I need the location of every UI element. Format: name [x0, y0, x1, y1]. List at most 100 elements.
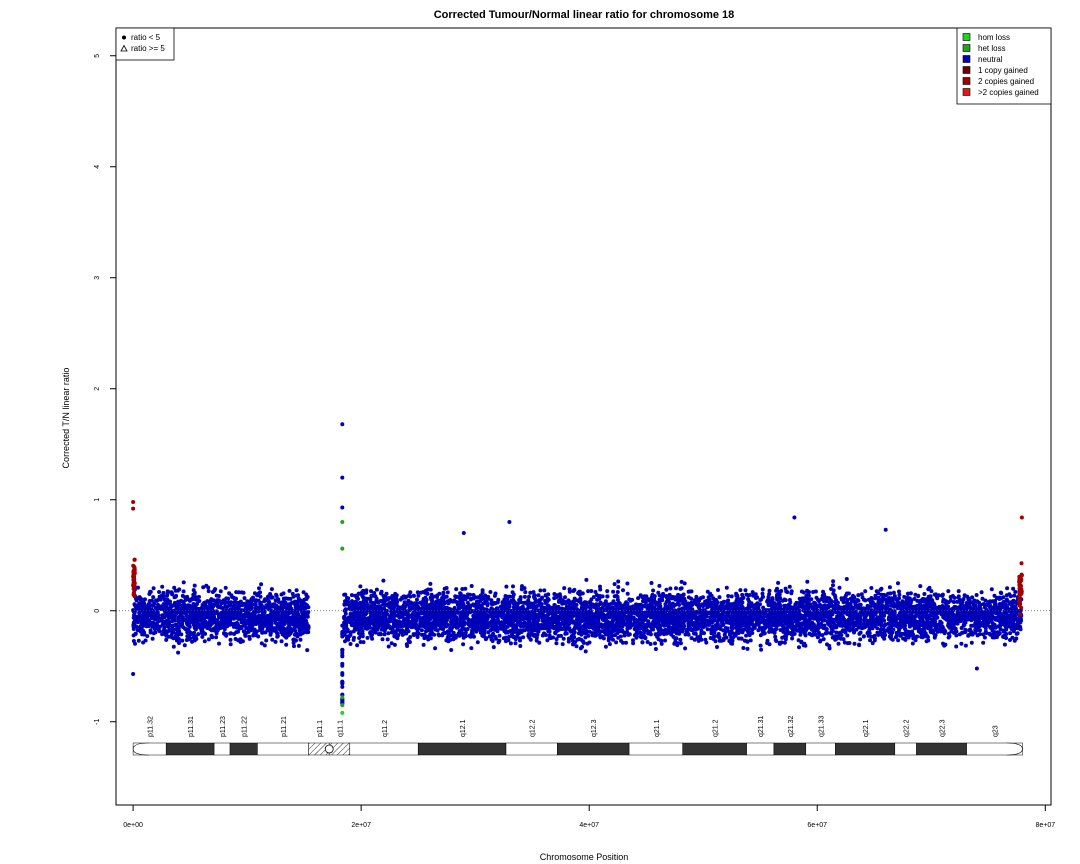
- data-point: [869, 586, 874, 590]
- data-point: [631, 638, 635, 643]
- data-point: [151, 631, 156, 636]
- data-point: [689, 636, 694, 641]
- data-point: [776, 580, 781, 585]
- data-point: [726, 594, 731, 598]
- data-point: [212, 615, 217, 620]
- data-point: [264, 638, 269, 643]
- data-point: [234, 600, 238, 605]
- data-point: [276, 597, 281, 602]
- data-point: [616, 585, 621, 589]
- data-point: [614, 640, 619, 645]
- data-point: [246, 615, 251, 620]
- data-point: [192, 583, 197, 588]
- data-point: [253, 602, 258, 607]
- data-point: [416, 593, 421, 598]
- data-point: [152, 627, 157, 632]
- data-point: [244, 626, 249, 631]
- data-point: [207, 625, 212, 630]
- data-point: [273, 611, 278, 616]
- data-point: [233, 610, 238, 615]
- data-point: [454, 587, 459, 592]
- data-point: [141, 599, 146, 604]
- data-point: [284, 605, 289, 610]
- data-point: [187, 597, 192, 602]
- data-point: [139, 616, 144, 621]
- data-point: [200, 629, 205, 633]
- data-point: [657, 583, 662, 588]
- data-point: [441, 627, 445, 632]
- data-point: [293, 612, 298, 617]
- data-point: [210, 590, 215, 594]
- data-point: [216, 604, 220, 609]
- data-point: [214, 635, 219, 640]
- data-point: [173, 602, 178, 607]
- data-point: [419, 590, 424, 595]
- data-point: [165, 591, 170, 596]
- data-point: [954, 644, 959, 649]
- data-point: [298, 637, 303, 642]
- data-point: [782, 640, 787, 645]
- data-point: [182, 643, 187, 648]
- data-point: [852, 630, 856, 635]
- data-point: [150, 636, 155, 641]
- data-point: [145, 618, 150, 623]
- data-point: [180, 593, 185, 598]
- data-point: [258, 600, 263, 605]
- data-point: [241, 590, 246, 595]
- data-point: [262, 605, 267, 610]
- data-point: [141, 605, 146, 610]
- data-point: [738, 588, 743, 593]
- data-point: [169, 629, 174, 633]
- data-point: [603, 599, 608, 604]
- data-point: [241, 617, 246, 622]
- data-point: [729, 629, 734, 634]
- data-point: [276, 621, 281, 626]
- data-point: [753, 596, 758, 600]
- data-point: [292, 644, 296, 649]
- data-point: [787, 584, 792, 589]
- data-point: [280, 616, 285, 621]
- data-point: [580, 644, 585, 649]
- data-point: [206, 585, 211, 590]
- data-point: [153, 623, 158, 628]
- data-point: [159, 593, 164, 598]
- data-point: [615, 590, 620, 594]
- data-point: [171, 644, 176, 649]
- data-point: [177, 629, 182, 634]
- data-point: [300, 621, 305, 626]
- data-point: [261, 622, 266, 627]
- data-point: [239, 608, 244, 613]
- data-point: [412, 593, 416, 598]
- data-point: [896, 581, 900, 586]
- data-point: [528, 637, 533, 642]
- data-point: [262, 643, 267, 648]
- data-point: [897, 592, 902, 597]
- data-point: [586, 589, 591, 594]
- data-point: [405, 644, 410, 648]
- data-point: [511, 584, 515, 589]
- data-point: [174, 593, 179, 598]
- data-point: [200, 613, 205, 618]
- data-point: [236, 590, 241, 595]
- data-point: [282, 626, 286, 631]
- data-point: [241, 629, 246, 634]
- data-point: [164, 637, 169, 642]
- data-point: [461, 642, 466, 647]
- data-point: [814, 595, 819, 600]
- data-point: [271, 602, 276, 607]
- data-point: [151, 586, 156, 591]
- data-point: [287, 588, 292, 593]
- data-point: [392, 642, 397, 647]
- data-point: [729, 594, 734, 599]
- data-point: [370, 636, 375, 641]
- data-point: [306, 605, 311, 610]
- data-point: [191, 620, 196, 625]
- data-point: [280, 630, 285, 635]
- data-point: [852, 641, 857, 646]
- data-point: [612, 582, 617, 587]
- data-point: [767, 629, 772, 634]
- data-point: [774, 639, 779, 643]
- data-point: [184, 638, 189, 642]
- data-point: [228, 631, 233, 636]
- data-point: [761, 614, 766, 619]
